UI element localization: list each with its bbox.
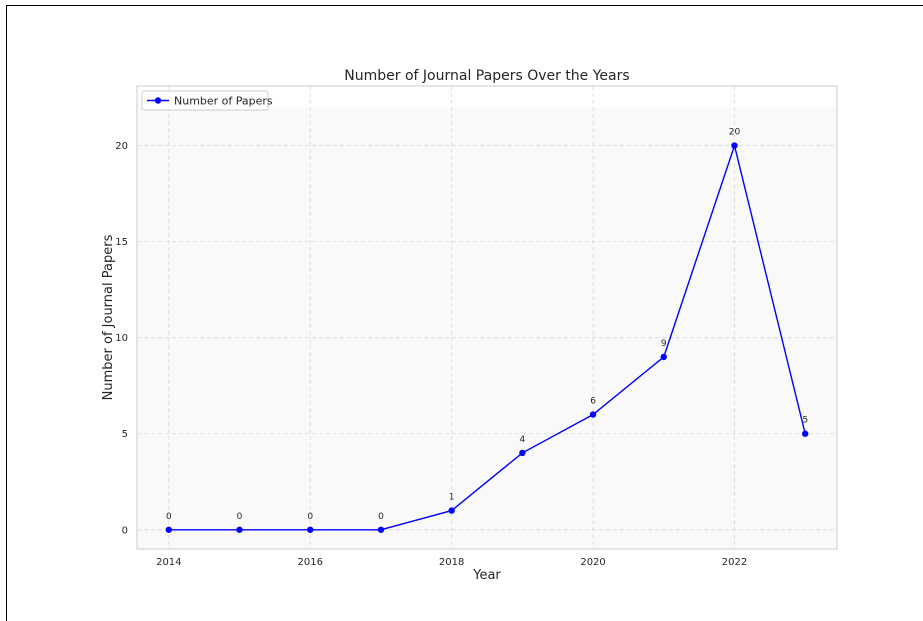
- data-point-2021: [660, 353, 667, 361]
- data-label-2023: 5: [802, 416, 808, 426]
- data-label-2017: 0: [378, 512, 384, 522]
- y-tick-label-5: 5: [122, 429, 128, 440]
- data-label-2022: 20: [729, 128, 741, 138]
- data-label-2019: 4: [519, 435, 525, 445]
- y-tick-label-15: 15: [115, 237, 128, 248]
- y-axis-title: Number of Journal Papers: [101, 234, 116, 400]
- chart-title: Number of Journal Papers Over the Years: [344, 68, 629, 84]
- data-label-2015: 0: [237, 512, 243, 522]
- y-tick-label-20: 20: [115, 141, 128, 152]
- series-line-number-of-papers: [168, 143, 806, 531]
- figure-frame: [6, 5, 923, 621]
- series-group: [165, 142, 809, 533]
- data-point-2015: [236, 526, 243, 533]
- data-label-2016: 0: [307, 512, 313, 522]
- legend: Number of Papers: [141, 90, 273, 111]
- data-label-2018: 1: [449, 493, 455, 503]
- y-tick-label-10: 10: [115, 333, 128, 344]
- data-point-2019: [519, 449, 526, 457]
- data-point-2023: [801, 430, 809, 437]
- plot-shaded-band: [137, 107, 837, 549]
- data-point-2022: [731, 142, 738, 149]
- x-tick-label-2022: 2022: [722, 557, 747, 568]
- x-tick-label-2018: 2018: [439, 557, 464, 568]
- data-point-2016: [307, 526, 314, 533]
- x-axis-title: Year: [472, 568, 501, 583]
- x-tick-label-2014: 2014: [156, 557, 181, 568]
- data-label-2021: 9: [661, 339, 667, 349]
- legend-entry-number-of-papers: Number of Papers: [174, 95, 273, 108]
- data-point-2018: [448, 507, 455, 514]
- y-tick-label-0: 0: [122, 525, 128, 536]
- plot-border: [136, 85, 838, 550]
- data-label-2014: 0: [166, 512, 172, 522]
- y-axis-ticks: 0 5 10 15 20: [115, 141, 128, 536]
- legend-box: [141, 90, 269, 111]
- legend-marker-swatch: [154, 97, 162, 104]
- data-point-2017: [377, 526, 385, 533]
- data-point-2014: [165, 526, 173, 533]
- x-axis-ticks: 2014 2016 2018 2020 2022: [156, 557, 747, 568]
- data-point-2020: [589, 411, 597, 418]
- x-tick-label-2020: 2020: [580, 557, 605, 568]
- data-labels: 0 0 0 0 1 4 6 9 20 5: [166, 128, 808, 522]
- grid-lines: [137, 86, 837, 549]
- data-label-2020: 6: [590, 397, 596, 407]
- x-tick-label-2016: 2016: [298, 557, 323, 568]
